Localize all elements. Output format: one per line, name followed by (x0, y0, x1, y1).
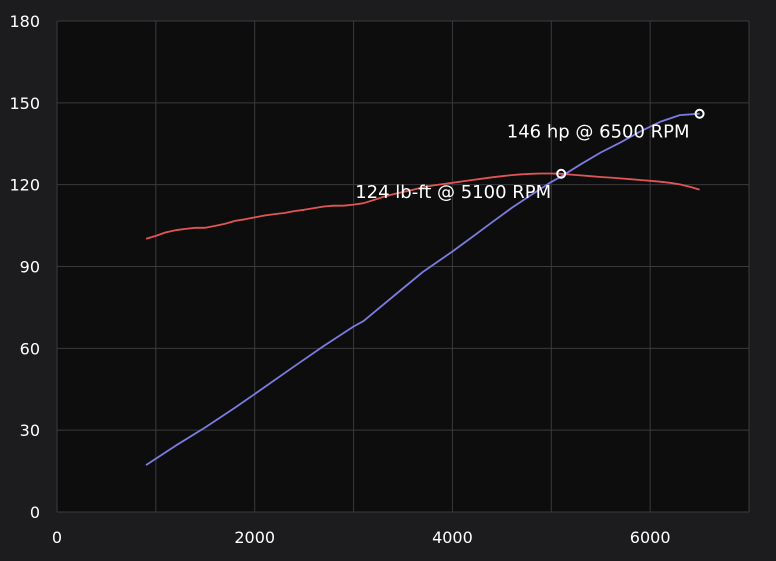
power-peak-label: 146 hp @ 6500 RPM (507, 122, 690, 143)
torque-peak-marker (556, 168, 567, 179)
x-tick-label: 2000 (234, 528, 275, 547)
series-layer (145, 112, 700, 466)
y-tick-label: 0 (30, 503, 40, 522)
y-tick-label: 120 (9, 176, 40, 195)
y-tick-label: 30 (20, 421, 40, 440)
y-tick-label: 180 (9, 12, 40, 31)
y-grid (56, 20, 749, 513)
x-tick-labels: 0 2000 4000 6000 (52, 528, 671, 547)
y-tick-labels: 0 30 60 90 120 150 180 (9, 12, 40, 522)
torque-peak-label: 124 lb-ft @ 5100 RPM (355, 182, 551, 203)
y-tick-label: 60 (20, 339, 40, 358)
x-tick-label: 4000 (432, 528, 473, 547)
x-tick-label: 6000 (630, 528, 671, 547)
y-tick-label: 90 (20, 258, 40, 277)
x-tick-label: 0 (52, 528, 62, 547)
torque-line (145, 172, 700, 240)
y-tick-label: 150 (9, 94, 40, 113)
annotation-layer: 146 hp @ 6500 RPM 124 lb-ft @ 5100 RPM (355, 108, 705, 203)
power-line (145, 112, 700, 466)
power-peak-marker (694, 108, 705, 119)
